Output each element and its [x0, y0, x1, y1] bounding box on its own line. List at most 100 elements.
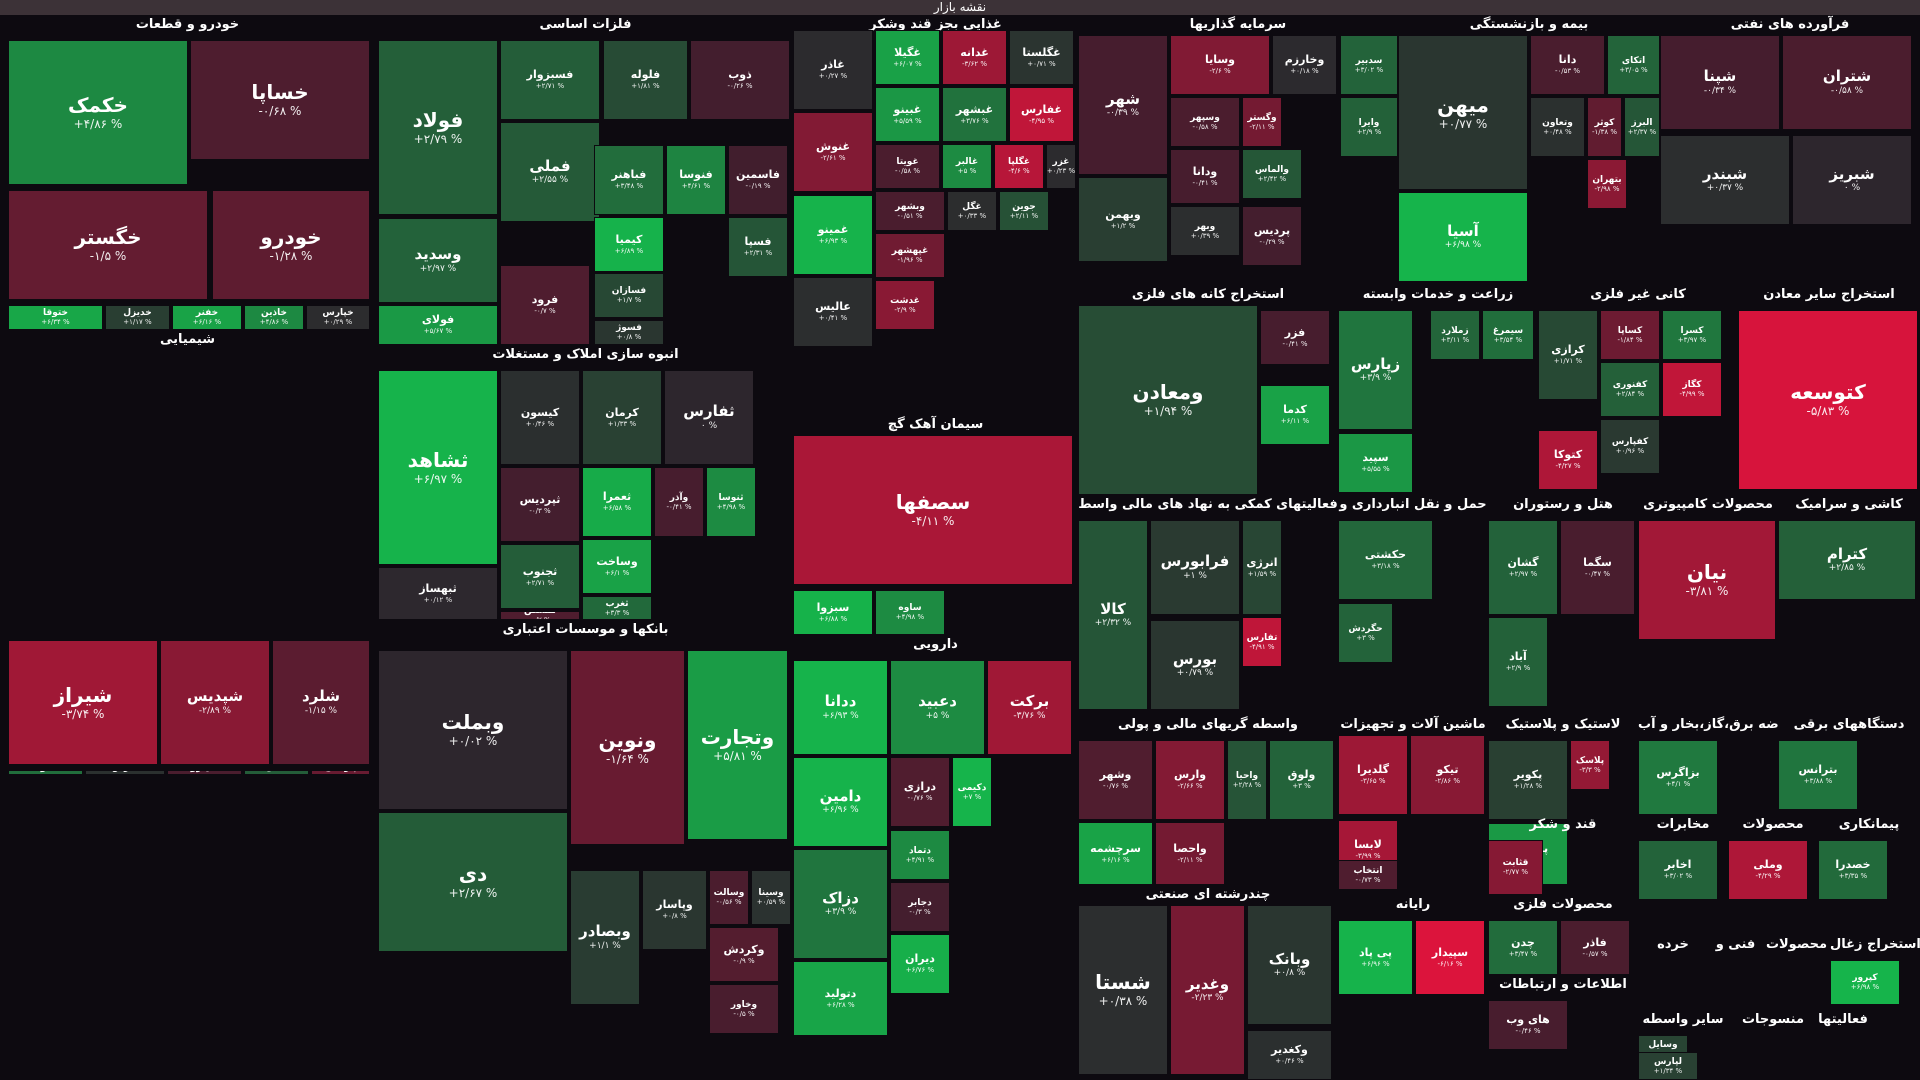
- stock-tile[interactable]: شپنا -۰/۳۴ %: [1660, 35, 1780, 130]
- stock-tile[interactable]: کفپارس +۰/۹۶ %: [1600, 419, 1660, 474]
- stock-tile[interactable]: فسازان +۱/۷ %: [594, 273, 664, 318]
- stock-tile[interactable]: وایرا +۲/۹ %: [1340, 97, 1398, 157]
- stock-tile[interactable]: وخارزم +۰/۱۸ %: [1272, 35, 1337, 95]
- stock-tile[interactable]: وغدیر -۲/۲۳ %: [1170, 905, 1245, 1075]
- stock-tile[interactable]: زاگرس-۱/۱۷ %: [249, 916, 309, 918]
- stock-tile[interactable]: وبهر +۰/۳۹ %: [1170, 206, 1240, 256]
- stock-tile[interactable]: وگستر -۲/۱۱ %: [1242, 97, 1282, 147]
- stock-tile[interactable]: خدیزل +۱/۱۷ %: [105, 305, 170, 330]
- stock-tile[interactable]: ثشاهد +۶/۹۷ %: [378, 370, 498, 565]
- stock-tile[interactable]: ثنوسا +۴/۹۸ %: [706, 467, 756, 537]
- stock-tile[interactable]: انتخاب -۰/۷۳ %: [1338, 860, 1398, 890]
- stock-tile[interactable]: دانا -۰/۵۳ %: [1530, 35, 1605, 95]
- stock-tile[interactable]: دعبید +۵ %: [890, 660, 985, 755]
- stock-tile[interactable]: خریخت+۲/۹۳ %: [105, 517, 170, 519]
- stock-tile[interactable]: دجابر -۰/۳ %: [890, 882, 950, 932]
- stock-tile[interactable]: وبصادر +۱/۱ %: [570, 870, 640, 1005]
- stock-tile[interactable]: اتکای +۳/۰۵ %: [1607, 35, 1660, 95]
- stock-tile[interactable]: فنوسا +۴/۶۱ %: [666, 145, 726, 215]
- stock-tile[interactable]: بوعلی-۱/۱۵ %: [8, 858, 83, 860]
- stock-tile[interactable]: کیسون +۰/۴۶ %: [500, 370, 580, 465]
- stock-tile[interactable]: غگل +۰/۳۳ %: [947, 191, 997, 231]
- stock-tile[interactable]: خکمک +۴/۸۶ %: [8, 40, 188, 185]
- stock-tile[interactable]: کرازی +۱/۷۱ %: [1538, 310, 1598, 400]
- stock-tile[interactable]: وکغدیر +۰/۴۶ %: [1247, 1030, 1332, 1080]
- stock-tile[interactable]: گشان +۲/۹۷ %: [1488, 520, 1558, 615]
- stock-tile[interactable]: بورس +۰/۷۹ %: [1150, 620, 1240, 710]
- stock-tile[interactable]: خکار-۱/۴۵ %: [172, 440, 242, 442]
- stock-tile[interactable]: زملارد +۳/۱۱ %: [1430, 310, 1480, 360]
- stock-tile[interactable]: وملی -۴/۲۹ %: [1728, 840, 1808, 900]
- stock-tile[interactable]: خصدرا +۳/۳۵ %: [1818, 840, 1888, 900]
- stock-tile[interactable]: کترام +۲/۸۵ %: [1778, 520, 1916, 600]
- stock-tile[interactable]: برکت -۳/۷۶ %: [987, 660, 1072, 755]
- stock-tile[interactable]: آباد +۲/۹ %: [1488, 617, 1548, 707]
- stock-tile[interactable]: شتوکا+۳/۵۴ %: [8, 770, 83, 775]
- stock-tile[interactable]: فزر -۰/۴۱ %: [1260, 310, 1330, 365]
- stock-tile[interactable]: شیترو-۰/۵۲ %: [167, 770, 242, 775]
- stock-tile[interactable]: ثبهساز +۰/۱۲ %: [378, 567, 498, 620]
- stock-tile[interactable]: ورنا-۲/۶۶ %: [105, 450, 170, 452]
- stock-tile[interactable]: خفناور+۳/۹۸ %: [172, 550, 242, 552]
- stock-tile[interactable]: خاذین +۴/۸۶ %: [244, 305, 304, 330]
- stock-tile[interactable]: سگما -۰/۴۷ %: [1560, 520, 1635, 615]
- stock-tile[interactable]: ثفارس ۰ %: [664, 370, 754, 465]
- stock-tile[interactable]: کساپا -۱/۸۴ %: [1600, 310, 1660, 360]
- stock-tile[interactable]: تیکو -۲/۸۶ %: [1410, 735, 1485, 815]
- stock-tile[interactable]: غفارس -۴/۹۵ %: [1009, 87, 1074, 142]
- stock-tile[interactable]: کوثر -۱/۳۸ %: [1587, 97, 1622, 157]
- stock-tile[interactable]: ثجنوب +۲/۷۱ %: [500, 544, 580, 609]
- stock-tile[interactable]: شبصیر-۱/۶۶ %: [8, 1075, 83, 1077]
- stock-tile[interactable]: وشهر -۰/۷۶ %: [1078, 740, 1153, 820]
- stock-tile[interactable]: شپلی-۰/۵۷ %: [8, 936, 83, 938]
- stock-tile[interactable]: فباهنر +۳/۴۸ %: [594, 145, 664, 215]
- stock-tile[interactable]: دزاک +۳/۹ %: [793, 849, 888, 959]
- stock-tile[interactable]: پردیس -۰/۲۹ %: [1242, 206, 1302, 266]
- stock-tile[interactable]: پکویر +۱/۲۸ %: [1488, 740, 1568, 820]
- stock-tile[interactable]: ختور-۰/۹۶ %: [172, 502, 242, 504]
- stock-tile[interactable]: وبملت +۰/۰۲ %: [378, 650, 568, 810]
- stock-tile[interactable]: دیران +۶/۷۶ %: [890, 934, 950, 994]
- stock-tile[interactable]: دی +۲/۶۷ %: [378, 812, 568, 952]
- stock-tile[interactable]: نوری+۰/۶ %: [85, 988, 165, 990]
- stock-tile[interactable]: فسبزوار +۲/۷۱ %: [500, 40, 600, 120]
- stock-tile[interactable]: وپترو-۱/۲۷ %: [167, 970, 247, 972]
- stock-tile[interactable]: زپارس +۳/۹ %: [1338, 310, 1413, 430]
- stock-tile[interactable]: خگستر -۱/۵ %: [8, 190, 208, 300]
- stock-tile[interactable]: شفارس-۰/۸۴ %: [85, 916, 165, 918]
- stock-tile[interactable]: فلوله +۱/۸۱ %: [603, 40, 688, 120]
- stock-tile[interactable]: فولاد +۲/۷۹ %: [378, 40, 498, 215]
- stock-tile[interactable]: فخوز-۰/۷۵ %: [500, 357, 590, 359]
- stock-tile[interactable]: فارس+۰/۵۱ %: [85, 770, 165, 775]
- stock-tile[interactable]: غگیلا +۶/۰۷ %: [875, 30, 940, 85]
- stock-tile[interactable]: غگلپا -۴/۶ %: [994, 144, 1044, 189]
- stock-tile[interactable]: غویتا -۰/۵۸ %: [875, 144, 940, 189]
- stock-tile[interactable]: وآذر -۰/۴۱ %: [654, 467, 704, 537]
- stock-tile[interactable]: فملی +۲/۵۵ %: [500, 122, 600, 222]
- stock-tile[interactable]: چدن +۳/۴۷ %: [1488, 920, 1558, 975]
- stock-tile[interactable]: قثابت -۲/۷۷ %: [1488, 840, 1543, 895]
- stock-tile[interactable]: تفارس -۴/۹۱ %: [1242, 617, 1282, 667]
- stock-tile[interactable]: شلرد -۱/۱۵ %: [272, 640, 370, 765]
- stock-tile[interactable]: البرز +۲/۳۷ %: [1624, 97, 1660, 157]
- stock-tile[interactable]: غالبر +۵ %: [942, 144, 992, 189]
- stock-tile[interactable]: شبریز ۰ %: [1792, 135, 1912, 225]
- stock-tile[interactable]: خمهر+۳/۳۷ %: [8, 425, 103, 427]
- stock-tile[interactable]: دتولید +۶/۲۸ %: [793, 961, 888, 1036]
- stock-tile[interactable]: سپیدار -۶/۱۶ %: [1415, 920, 1485, 995]
- stock-tile[interactable]: غپهشهر -۱/۹۶ %: [875, 233, 945, 278]
- stock-tile[interactable]: کیمیا +۶/۸۹ %: [594, 217, 664, 272]
- stock-tile[interactable]: وبهمن +۱/۲ %: [1078, 177, 1168, 262]
- stock-tile[interactable]: قچار+۱/۷۷ %: [1488, 915, 1543, 917]
- stock-tile[interactable]: خبنیان-۲/۵۹ %: [172, 377, 242, 379]
- stock-tile[interactable]: شلعاب-۰/۸ %: [8, 1013, 83, 1015]
- stock-tile[interactable]: خساپا -۰/۶۸ %: [190, 40, 370, 160]
- stock-tile[interactable]: کپرور +۶/۹۸ %: [1830, 960, 1900, 1005]
- stock-tile[interactable]: ثغرب +۳/۳ %: [582, 596, 652, 620]
- stock-tile[interactable]: غدشت -۲/۹ %: [875, 280, 935, 330]
- stock-tile[interactable]: وکردش -۰/۹ %: [709, 927, 779, 982]
- stock-tile[interactable]: فسوژ +۰/۸ %: [594, 320, 664, 345]
- stock-tile[interactable]: غدانه -۳/۶۲ %: [942, 30, 1007, 85]
- stock-tile[interactable]: آسیا +۶/۹۸ %: [1398, 192, 1528, 282]
- stock-tile[interactable]: انرژی +۱/۵۹ %: [1242, 520, 1282, 615]
